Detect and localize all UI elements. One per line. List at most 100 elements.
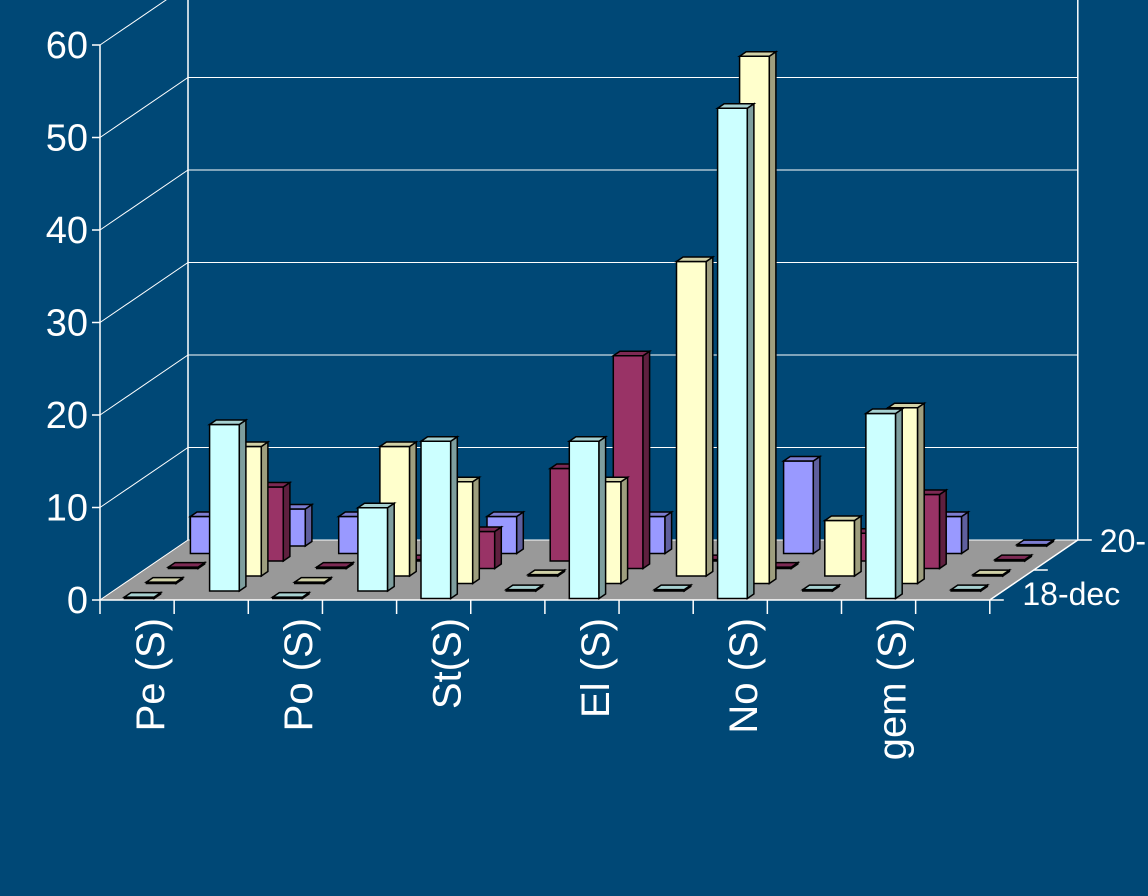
category-label: Pe (S)	[129, 618, 173, 731]
bar-side	[238, 418, 247, 593]
y-tick-label: 50	[46, 118, 88, 160]
bar-side	[664, 510, 673, 555]
depth-label: 18-dec	[1022, 576, 1120, 612]
bar-top	[270, 591, 312, 598]
bar-top	[165, 561, 208, 568]
bar-side	[960, 510, 969, 555]
axes	[92, 0, 1092, 614]
y-tick-label: 20	[46, 395, 88, 437]
bar	[503, 583, 545, 593]
bar-top	[121, 591, 164, 598]
bar-top	[863, 408, 905, 415]
bar	[566, 435, 609, 600]
bar-top	[800, 584, 842, 591]
bar-side	[493, 525, 503, 570]
bar-side	[449, 435, 459, 600]
bar	[781, 455, 823, 555]
bar-top	[418, 436, 460, 443]
bar	[652, 583, 694, 593]
bar-side	[894, 407, 903, 600]
bar	[674, 255, 716, 578]
bar-top	[207, 419, 249, 426]
bar	[992, 553, 1034, 563]
bar-top	[566, 436, 609, 443]
bar-side	[282, 481, 291, 563]
gridline	[99, 77, 1078, 138]
gridline	[99, 169, 1078, 231]
gridline	[99, 354, 1078, 416]
bar	[1014, 538, 1056, 548]
bar-top	[652, 584, 694, 591]
bar	[165, 561, 208, 570]
gridline	[99, 262, 1078, 323]
bar-side	[471, 475, 481, 585]
bar-top	[992, 554, 1034, 561]
bar	[715, 102, 757, 600]
bar-side	[916, 401, 925, 585]
bar-front	[357, 507, 389, 592]
bar-side	[768, 50, 777, 585]
bar-side	[746, 102, 755, 600]
y-tick-label: 10	[46, 488, 88, 530]
bar	[948, 583, 990, 593]
bar-side	[812, 455, 821, 555]
bar-top	[781, 455, 823, 462]
bar-front	[716, 107, 749, 600]
bar	[314, 561, 356, 570]
bar-top	[525, 569, 567, 576]
bar-front	[865, 412, 897, 600]
bar	[800, 583, 842, 593]
category-label: El (S)	[574, 618, 618, 718]
y-tick-label: 40	[46, 210, 88, 252]
bar	[207, 418, 249, 593]
bar-side	[620, 475, 629, 585]
axis-labels: 0 10 20 30 40 50 60 Pe (S) Po (S) St(S) El (S) No (…	[46, 25, 1148, 760]
bar-side	[853, 514, 862, 578]
bar-top	[292, 576, 334, 583]
category-label: gem (S)	[870, 618, 914, 760]
bar-side	[705, 255, 714, 578]
bar-side	[408, 440, 417, 578]
bar-side	[260, 440, 269, 578]
bar-top	[715, 103, 757, 110]
bar-front	[208, 423, 241, 592]
bar-top	[674, 256, 716, 263]
bar-front	[675, 260, 707, 577]
bar	[863, 407, 905, 600]
bar	[525, 568, 567, 578]
bar-side	[386, 501, 395, 593]
bar	[822, 514, 864, 578]
y-tick-label: 60	[46, 25, 88, 67]
bar-front	[824, 519, 856, 577]
bar-top	[484, 511, 526, 518]
bar-top	[314, 561, 356, 568]
bar-top	[355, 502, 397, 509]
bar-top	[377, 441, 419, 448]
bar	[355, 501, 397, 593]
bar	[970, 568, 1012, 578]
bar	[418, 435, 460, 600]
bar-side	[598, 435, 607, 600]
category-label: St(S)	[426, 618, 470, 709]
bar-front	[420, 440, 452, 600]
bar-top	[1014, 539, 1056, 546]
y-tick-label: 30	[46, 303, 88, 345]
bar-front	[782, 460, 815, 555]
gridline	[99, 0, 167, 46]
bar	[292, 576, 334, 585]
category-label: Po (S)	[277, 618, 321, 731]
bar	[270, 591, 312, 600]
bar	[121, 591, 164, 600]
bars	[121, 50, 1056, 600]
bar-top	[737, 51, 779, 58]
bar-side	[515, 510, 525, 555]
category-label: No (S)	[722, 618, 766, 734]
bar-side	[304, 503, 313, 548]
bar-top	[503, 584, 545, 591]
bar-top	[143, 576, 186, 583]
bar-top	[885, 402, 927, 409]
y-tick-label: 0	[67, 580, 88, 622]
bar-top	[948, 584, 990, 591]
bar-top	[822, 515, 864, 522]
